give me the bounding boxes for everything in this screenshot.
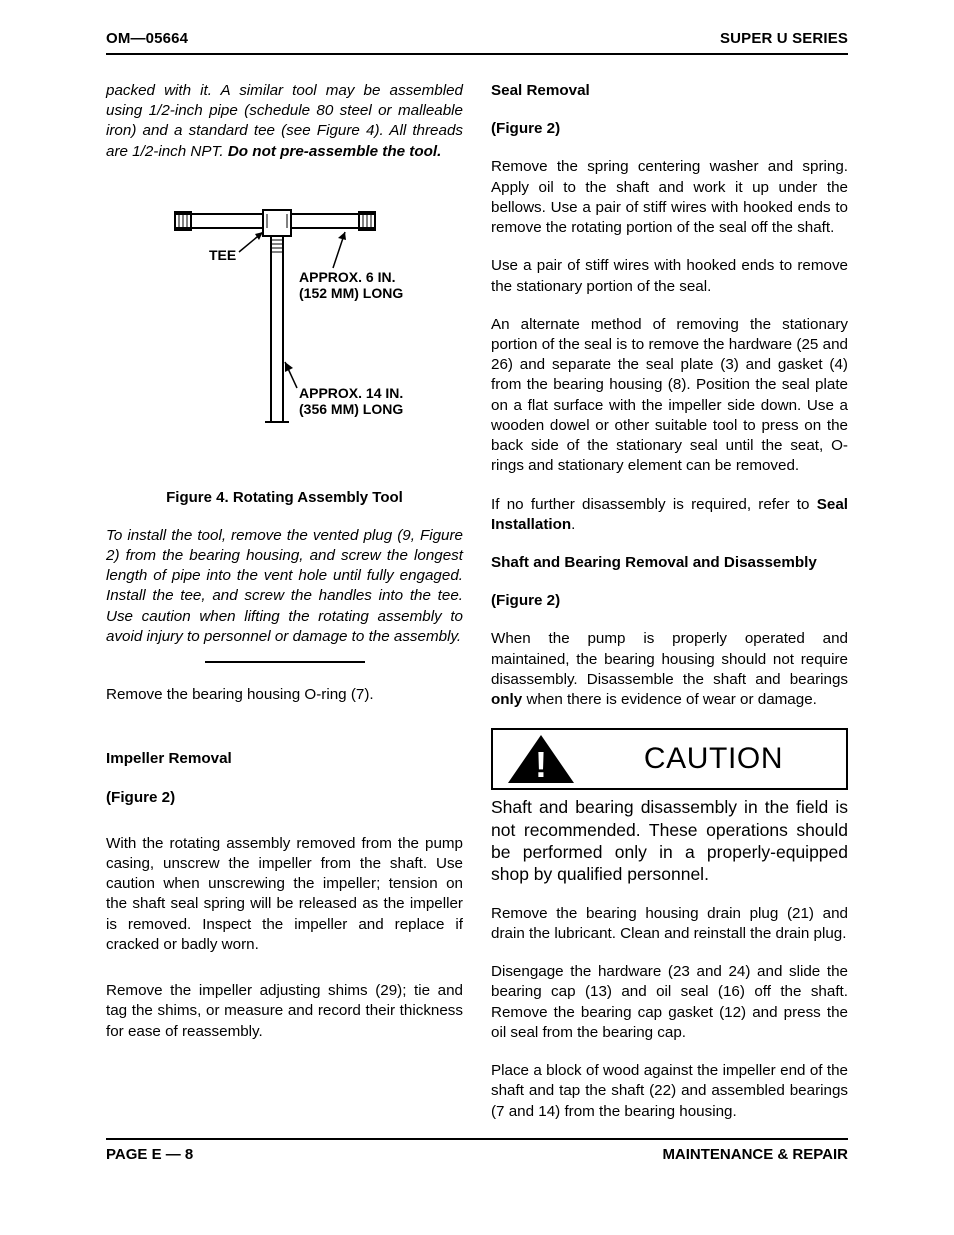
page-header: OM—05664 SUPER U SERIES [106, 30, 848, 47]
shaft-p4: Place a block of wood against the impell… [491, 1061, 848, 1122]
left-column: packed with it. A similar tool may be as… [106, 81, 463, 1128]
caution-triangle-icon: ! [493, 733, 589, 785]
shaft-p1-bold: only [491, 691, 522, 708]
svg-text:!: ! [535, 744, 547, 785]
seal-p1: Remove the spring centering washer and s… [491, 157, 848, 238]
remove-oring-paragraph: Remove the bearing housing O-ring (7). [106, 685, 463, 705]
rotating-tool-svg: TEE APPROX. 6 IN. (152 MM) LONG APPROX. … [135, 202, 435, 452]
impeller-p1: With the rotating assembly removed from … [106, 834, 463, 955]
seal-removal-heading: Seal Removal [491, 81, 848, 101]
caution-box: ! CAUTION [491, 728, 848, 790]
impeller-removal-heading: Impeller Removal [106, 749, 463, 769]
fig-short-label-1: APPROX. 6 IN. [299, 269, 395, 285]
intro-bold-tail: Do not pre-assemble the tool. [228, 143, 442, 160]
shaft-heading: Shaft and Bearing Removal and Disassembl… [491, 553, 848, 573]
figure-4-diagram: TEE APPROX. 6 IN. (152 MM) LONG APPROX. … [106, 202, 463, 452]
seal-p4-suffix: . [571, 516, 575, 533]
note-separator-rule [205, 661, 365, 663]
install-tool-paragraph: To install the tool, remove the vented p… [106, 526, 463, 647]
page-footer: PAGE E — 8 MAINTENANCE & REPAIR [106, 1146, 848, 1163]
page: OM—05664 SUPER U SERIES packed with it. … [0, 0, 954, 1183]
header-right: SUPER U SERIES [720, 30, 848, 47]
impeller-p2: Remove the impeller adjusting shims (29)… [106, 981, 463, 1042]
intro-paragraph: packed with it. A similar tool may be as… [106, 81, 463, 162]
impeller-figref: (Figure 2) [106, 788, 463, 808]
shaft-p1: When the pump is properly operated and m… [491, 629, 848, 710]
body-columns: packed with it. A similar tool may be as… [106, 81, 848, 1128]
seal-p2: Use a pair of stiff wires with hooked en… [491, 256, 848, 296]
seal-p4: If no further disassembly is required, r… [491, 495, 848, 535]
footer-left: PAGE E — 8 [106, 1146, 193, 1163]
header-left: OM—05664 [106, 30, 188, 47]
right-column: Seal Removal (Figure 2) Remove the sprin… [491, 81, 848, 1128]
fig-short-label-2: (152 MM) LONG [299, 285, 403, 301]
caution-body: Shaft and bearing disassembly in the fie… [491, 796, 848, 886]
seal-p4-prefix: If no further disassembly is required, r… [491, 496, 817, 513]
caution-label: CAUTION [589, 739, 846, 779]
header-rule [106, 53, 848, 55]
shaft-figref: (Figure 2) [491, 591, 848, 611]
figure-4-caption: Figure 4. Rotating Assembly Tool [106, 488, 463, 508]
seal-p3: An alternate method of removing the stat… [491, 315, 848, 477]
shaft-p3: Disengage the hardware (23 and 24) and s… [491, 962, 848, 1043]
fig-long-label-2: (356 MM) LONG [299, 401, 403, 417]
shaft-p1-prefix: When the pump is properly operated and m… [491, 630, 848, 687]
shaft-p2: Remove the bearing housing drain plug (2… [491, 904, 848, 944]
fig-tee-label: TEE [209, 247, 236, 263]
spacer [106, 723, 463, 731]
footer-right: MAINTENANCE & REPAIR [662, 1146, 848, 1163]
footer-rule [106, 1138, 848, 1140]
shaft-p1-suffix: when there is evidence of wear or damage… [522, 691, 817, 708]
seal-figref: (Figure 2) [491, 119, 848, 139]
fig-long-label-1: APPROX. 14 IN. [299, 385, 403, 401]
